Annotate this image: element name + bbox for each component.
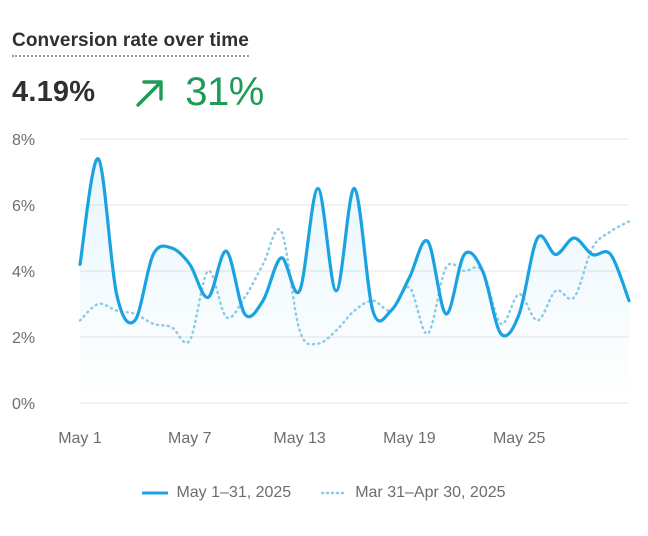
series-layer[interactable] — [78, 157, 631, 346]
y-axis: 0% 2% 4% 6% 8% — [12, 132, 35, 413]
delta-value: 31% — [185, 70, 264, 114]
x-axis: May 1 May 7 May 13 May 19 May 25 — [58, 430, 545, 447]
legend-swatch-dotted — [321, 491, 348, 495]
legend-swatch-solid — [142, 491, 169, 495]
x-tick-label: May 19 — [383, 430, 436, 447]
legend-label-previous: Mar 31–Apr 30, 2025 — [355, 484, 506, 501]
x-tick-label: May 1 — [58, 430, 102, 447]
y-tick-label: 8% — [12, 132, 35, 149]
legend-item-current[interactable]: May 1–31, 2025 — [142, 484, 291, 502]
y-tick-label: 2% — [12, 330, 35, 347]
series-line-current[interactable] — [78, 157, 631, 338]
series-area-current — [80, 158, 629, 403]
legend-label-current: May 1–31, 2025 — [176, 484, 292, 501]
y-tick-label: 6% — [12, 198, 35, 215]
area-layer — [80, 158, 629, 403]
metric-value: 4.19% — [12, 76, 96, 108]
delta-indicator: 31% — [133, 70, 264, 115]
y-tick-label: 0% — [12, 396, 35, 413]
x-tick-label: May 13 — [273, 430, 326, 447]
legend: May 1–31, 2025 Mar 31–Apr 30, 2025 — [0, 484, 648, 502]
arrow-up-right-icon — [136, 79, 163, 107]
x-tick-label: May 25 — [493, 430, 546, 447]
y-tick-label: 4% — [12, 264, 35, 281]
legend-item-previous[interactable]: Mar 31–Apr 30, 2025 — [321, 484, 506, 502]
x-tick-label: May 7 — [168, 430, 212, 447]
metric-row: 4.19% 31% — [12, 70, 264, 115]
chart-title[interactable]: Conversion rate over time — [12, 30, 249, 57]
